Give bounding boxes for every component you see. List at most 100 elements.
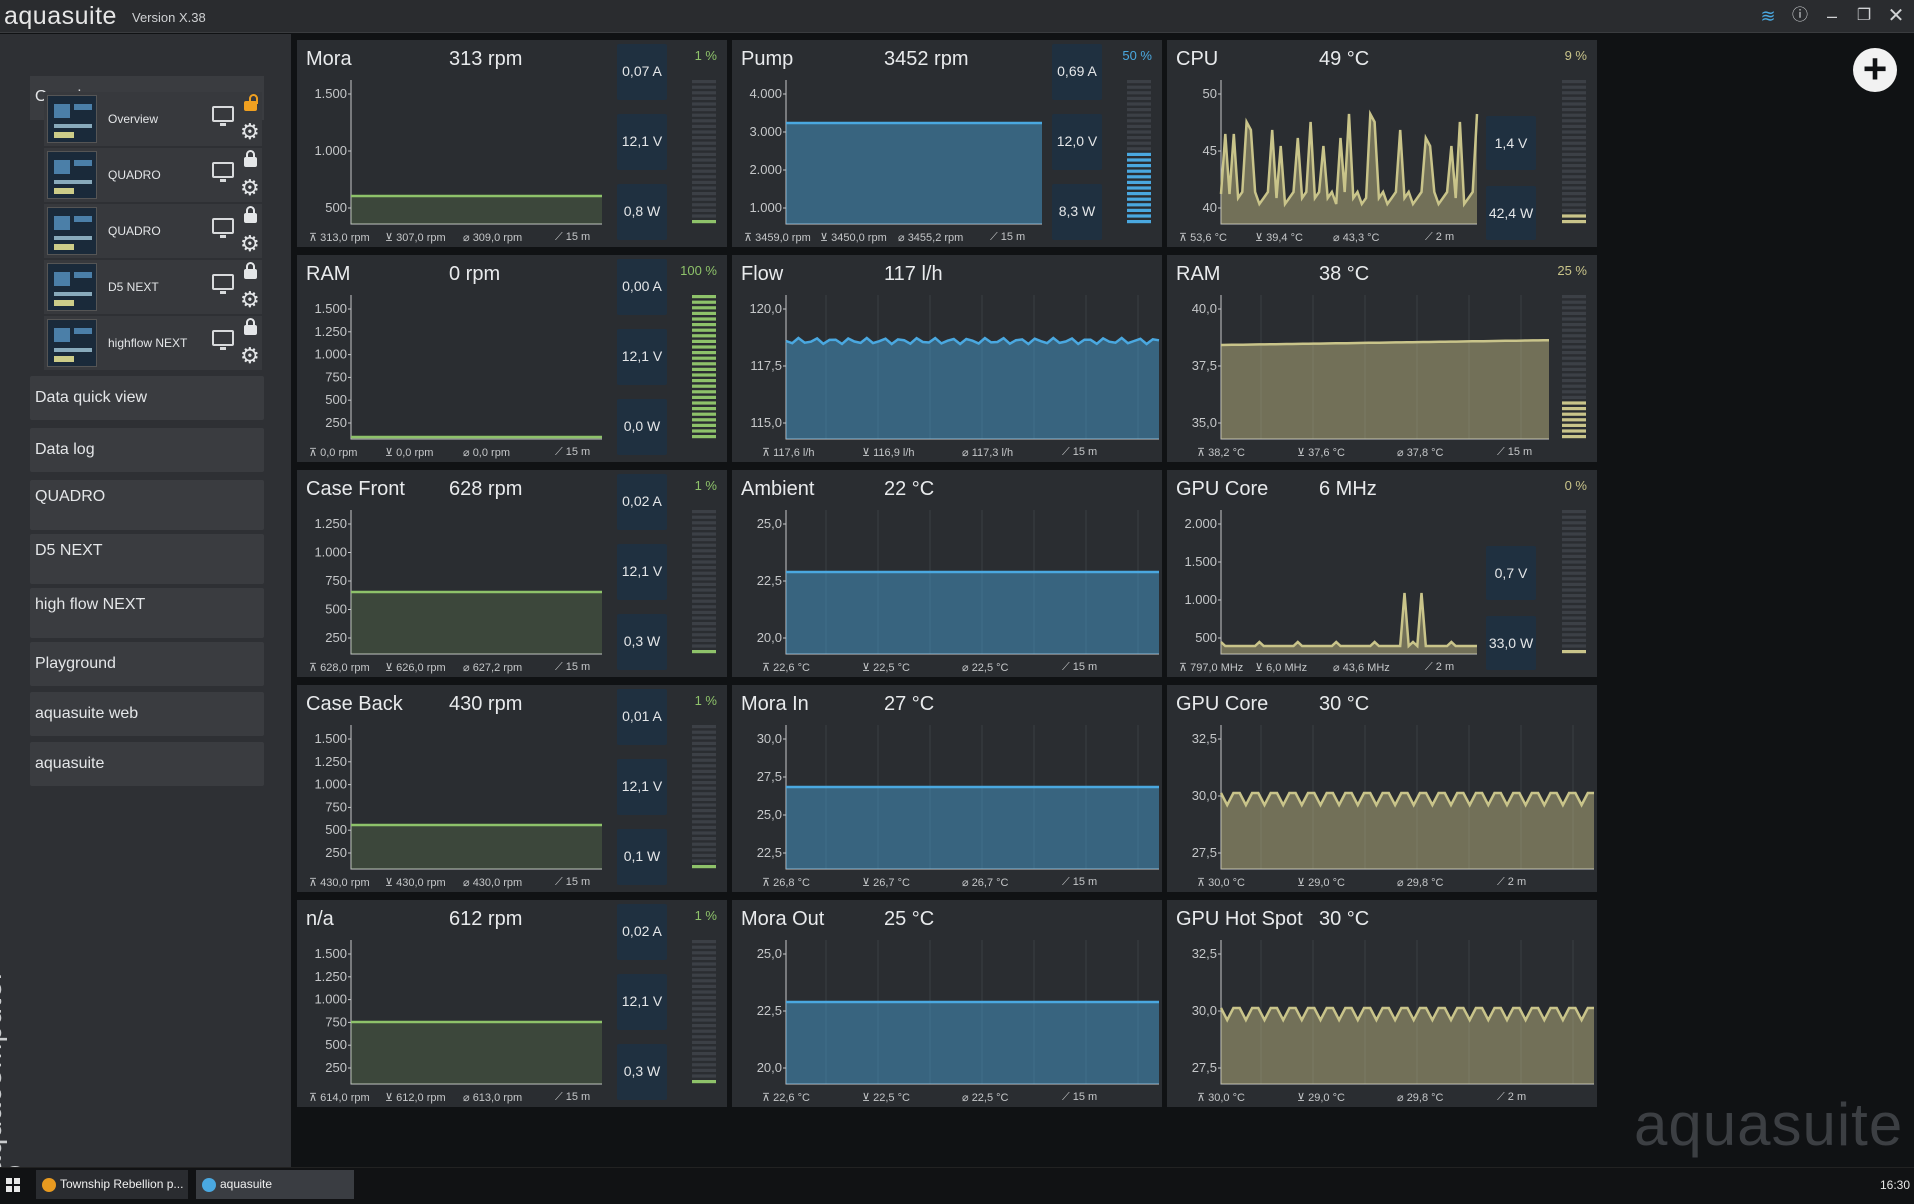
level-segment [692, 510, 716, 514]
level-segment [1562, 373, 1586, 377]
sensor-panel[interactable]: 1.500 1.000 500 Mora 313 rpm 1 % 0,07 A 12,1 V 0… [297, 40, 727, 247]
level-segment [692, 594, 716, 598]
series-area [786, 572, 1159, 654]
stat-value: 22,5 °C [873, 662, 910, 674]
stat-value: 26,7 °C [873, 877, 910, 889]
sensor-panel[interactable]: 25,0 22,5 20,0 Ambient 22 °C ⊼ 22,6 °C ⊻ 22,5 … [732, 470, 1162, 677]
sensor-panel[interactable]: 1.500 1.250 1.000 750 500 250 Case Back 430 rpm… [297, 685, 727, 892]
page-label: Overview [108, 112, 159, 126]
sensor-panel[interactable]: 4.000 3.000 2.000 1.000 Pump 3452 rpm 50 % 0,69… [732, 40, 1162, 247]
overview-page-row[interactable]: QUADRO ⚙ [44, 148, 262, 202]
level-segment [1562, 423, 1586, 427]
sensor-panel[interactable]: 1.500 1.250 1.000 750 500 250 RAM 0 rpm 100 % 0,0… [297, 255, 727, 462]
overview-page-row[interactable]: D5 NEXT ⚙ [44, 260, 262, 314]
monitor-icon[interactable] [212, 162, 234, 182]
level-segment [692, 384, 716, 388]
lock-icon[interactable] [242, 206, 258, 223]
level-segment [1562, 80, 1586, 84]
taskbar-item-browser[interactable]: Township Rebellion p... [36, 1170, 188, 1199]
stat-symbol-icon: ⌀ [1397, 877, 1407, 889]
monitor-icon[interactable] [212, 330, 234, 350]
meter-box: 0,0 W [617, 399, 667, 455]
meter-value: 12,1 V [621, 133, 663, 149]
sensor-panel[interactable]: 32,5 30,0 27,5 GPU Hot Spot 30 °C ⊼ 30,0 °C ⊻ … [1167, 900, 1597, 1107]
monitor-icon[interactable] [212, 106, 234, 126]
gear-icon[interactable]: ⚙ [240, 175, 260, 200]
stat-item: ⊻ 612,0 rpm [385, 1091, 446, 1104]
meter-value: 12,1 V [621, 348, 663, 364]
sidebar-item-d5-next[interactable]: D5 NEXT [30, 534, 264, 584]
restore-icon[interactable]: ❐ [1856, 7, 1872, 24]
level-segment [692, 401, 716, 405]
meter-box: 42,4 W [1486, 186, 1536, 240]
layers-icon[interactable]: ≋ [1760, 6, 1776, 26]
overview-page-row[interactable]: highflow NEXT ⚙ [44, 316, 262, 370]
gear-icon[interactable]: ⚙ [240, 287, 260, 312]
chart-axis [350, 80, 602, 225]
monitor-icon[interactable] [212, 274, 234, 294]
sensor-panel[interactable]: 30,0 27,5 25,0 22,5 Mora In 27 °C ⊼ 26,8 °C ⊻ 2… [732, 685, 1162, 892]
sidebar-item-quadro[interactable]: QUADRO [30, 480, 264, 530]
level-segment [1127, 130, 1151, 134]
sidebar-item-high-flow-next[interactable]: high flow NEXT [30, 588, 264, 638]
gear-icon[interactable]: ⚙ [240, 119, 260, 144]
stat-value: 15 m [565, 1091, 591, 1103]
info-icon[interactable]: ⓘ [1791, 7, 1808, 24]
add-widget-button[interactable]: + [1853, 48, 1897, 92]
lock-icon[interactable] [242, 262, 258, 279]
level-segment [1562, 317, 1586, 321]
close-icon[interactable]: ✕ [1887, 5, 1905, 27]
stat-symbol-icon: ⌀ [962, 1092, 972, 1104]
level-segment [692, 96, 716, 100]
level-segment [692, 379, 716, 383]
monitor-icon[interactable] [212, 218, 234, 238]
level-segment [1562, 549, 1586, 553]
stat-item: ⊻ 0,0 rpm [385, 446, 433, 459]
stat-symbol-icon: ⌀ [1333, 662, 1343, 674]
sensor-panel[interactable]: 40,0 37,5 35,0 RAM 38 °C 25 % ⊼ 38,2 °C ⊻ 37,6 … [1167, 255, 1597, 462]
chart-axis [1220, 940, 1594, 1085]
gear-icon[interactable]: ⚙ [240, 231, 260, 256]
sensor-panel[interactable]: 25,0 22,5 20,0 Mora Out 25 °C ⊼ 22,6 °C ⊻ 22,5… [732, 900, 1162, 1107]
level-segment [692, 395, 716, 399]
level-segment [1562, 418, 1586, 422]
sidebar-item-data-quick-view[interactable]: Data quick view [30, 376, 264, 420]
stat-item: ⌀ 43,6 MHz [1333, 661, 1390, 674]
sidebar-item-data-log[interactable]: Data log [30, 428, 264, 472]
level-segment [1562, 401, 1586, 405]
overview-page-row[interactable]: Overview ⚙ [44, 92, 262, 146]
sidebar-item-aquasuite-web[interactable]: aquasuite web [30, 692, 264, 736]
sensor-panel[interactable]: 2.000 1.500 1.000 500 GPU Core 6 MHz 0 % 0,7 V 3… [1167, 470, 1597, 677]
sensor-panel[interactable]: 1.500 1.250 1.000 750 500 250 n/a 612 rpm 1 % 0,0… [297, 900, 727, 1107]
sensor-panel[interactable]: 120,0 117,5 115,0 Flow 117 l/h ⊼ 117,6 l/h ⊻ 1… [732, 255, 1162, 462]
taskbar-item-label: aquasuite [220, 1177, 273, 1191]
stat-symbol-icon: ⌀ [463, 877, 473, 889]
lock-icon[interactable] [242, 318, 258, 335]
lock-icon[interactable] [242, 94, 258, 111]
level-segment [1127, 152, 1151, 156]
level-segment [692, 842, 716, 846]
windows-start-icon[interactable] [6, 1178, 20, 1192]
y-tick-label: 20,0 [757, 1060, 782, 1075]
level-segment [1562, 407, 1586, 411]
minimize-icon[interactable]: – [1826, 6, 1837, 26]
gear-icon[interactable]: ⚙ [240, 343, 260, 368]
panel-value: 27 °C [884, 693, 935, 715]
sensor-panel[interactable]: 32,5 30,0 27,5 GPU Core 30 °C ⊼ 30,0 °C ⊻ 29,0… [1167, 685, 1597, 892]
sidebar-item-aquasuite[interactable]: aquasuite [30, 742, 264, 786]
sensor-panel[interactable]: 1.250 1.000 750 500 250 Case Front 628 rpm 1 % 0… [297, 470, 727, 677]
overview-page-row[interactable]: QUADRO ⚙ [44, 204, 262, 258]
sensor-panel[interactable]: 50 45 40 CPU 49 °C 9 % 1,4 V 42,4 W ⊼ 53,6 °C ⊻ 3… [1167, 40, 1597, 247]
level-segment [692, 951, 716, 955]
level-segment [692, 311, 716, 315]
taskbar-item-aquasuite[interactable]: aquasuite [196, 1170, 354, 1199]
lock-icon[interactable] [242, 150, 258, 167]
series-line [1220, 592, 1477, 649]
sidebar-item-playground[interactable]: Playground [30, 642, 264, 686]
series-area [786, 123, 1042, 224]
stat-value: 3450,0 rpm [831, 232, 887, 244]
aquasuite-icon [202, 1178, 216, 1192]
level-segment [692, 203, 716, 207]
meter-value: 33,0 W [1488, 635, 1534, 651]
level-segment [1127, 141, 1151, 145]
